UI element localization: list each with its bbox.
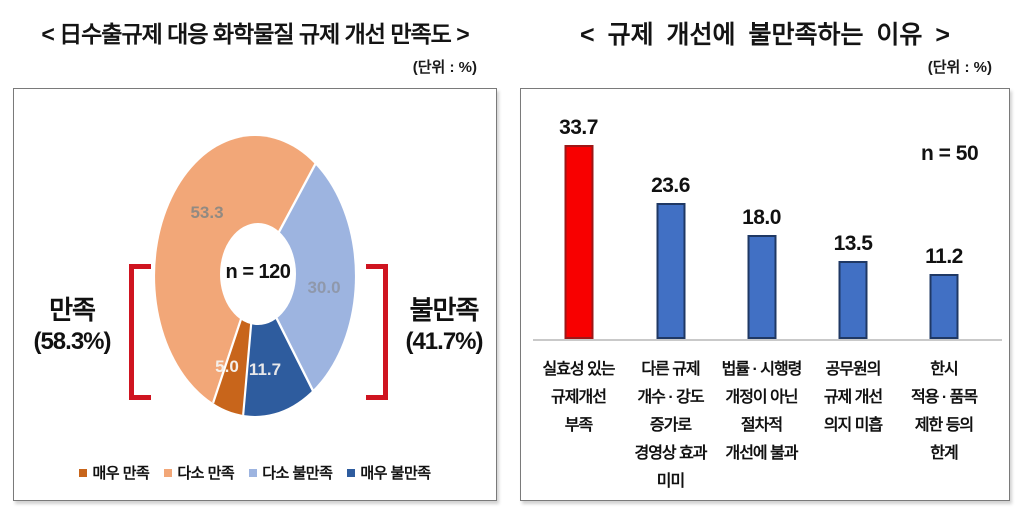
category-label-line: 제한 등의 (914, 417, 974, 434)
bar-value-label: 13.5 (833, 232, 873, 255)
legend-label: 매우 불만족 (360, 465, 431, 482)
slice-value-somewhat-satisfied: 53.3 (190, 203, 224, 222)
sample-size-label: n = 120 (225, 261, 291, 283)
bar (564, 145, 593, 339)
category-label-line: 경영상 효과 (634, 445, 707, 462)
legend-item: 매우 불만족 (347, 462, 431, 483)
bar-value-label: 23.6 (651, 174, 690, 197)
bar (747, 235, 776, 339)
donut-hole (220, 223, 296, 325)
legend-swatch-very-dissatisfied (347, 468, 356, 477)
category-label-line: 한계 (930, 445, 958, 462)
legend-swatch-somewhat-satisfied (164, 468, 173, 477)
bar-chart-title: < 규제 개선에 불만족하는 이유 > (580, 21, 950, 49)
dissatisfied-label: 불만족 (409, 295, 480, 325)
satisfied-label: 만족 (49, 295, 96, 325)
donut-legend: 매우 만족 다소 만족 다소 불만족 매우 불만족 (14, 462, 496, 483)
legend-item: 매우 만족 (79, 462, 150, 483)
category-label-line: 한시 (930, 361, 958, 378)
category-label-line: 다른 규제 (641, 361, 700, 378)
legend-swatch-somewhat-dissatisfied (249, 468, 258, 477)
sample-size-label: n = 50 (921, 142, 979, 165)
satisfied-group-label: 만족 (58.3%) (16, 295, 128, 357)
bar-value-label: 18.0 (742, 206, 781, 229)
category-label-line: 의지 미흡 (823, 417, 883, 434)
category-label-line: 개수 · 강도 (637, 389, 704, 406)
donut-chart-panel: n = 120 5.0 53.3 30.0 11.7 만족 (58.3%) 불만… (13, 88, 497, 501)
satisfied-bracket (129, 264, 151, 400)
category-label-line: 개선에 불과 (725, 445, 798, 462)
legend-label: 매우 만족 (92, 465, 150, 482)
legend-item: 다소 불만족 (249, 462, 333, 483)
category-label-line: 법률 · 시행령 (721, 361, 803, 378)
legend-label: 다소 만족 (177, 465, 235, 482)
category-label-line: 적용 · 품목 (910, 389, 978, 406)
category-label-line: 절차적 (740, 417, 783, 434)
bar (656, 203, 685, 339)
slice-value-somewhat-dissatisfied: 30.0 (307, 278, 341, 297)
category-label-line: 미미 (656, 473, 685, 490)
category-label-line: 실효성 있는 (542, 361, 615, 378)
category-label-line: 부족 (564, 417, 593, 434)
bar-value-label: 11.2 (925, 245, 963, 268)
bar (838, 261, 868, 339)
x-axis-line (533, 339, 1002, 341)
bar-unit-label: (단위 : %) (927, 59, 992, 76)
dissatisfied-percentage: (41.7%) (405, 328, 483, 355)
bar (929, 274, 959, 339)
dissatisfied-bracket (366, 264, 388, 400)
category-label-line: 공무원의 (825, 361, 882, 378)
satisfied-percentage: (58.3%) (33, 328, 111, 355)
category-label-line: 증가로 (649, 417, 692, 434)
dissatisfied-group-label: 불만족 (41.7%) (392, 295, 496, 357)
slice-value-very-dissatisfied: 11.7 (248, 360, 282, 379)
donut-chart-title: < 日수출규제 대응 화학물질 규제 개선 만족도 > (41, 21, 469, 47)
slice-value-very-satisfied: 5.0 (215, 357, 239, 376)
donut-unit-label: (단위 : %) (412, 59, 477, 76)
category-label-line: 규제 개선 (823, 389, 883, 406)
legend-item: 다소 만족 (164, 462, 235, 483)
category-label-line: 규제개선 (551, 389, 607, 406)
legend-label: 다소 불만족 (262, 465, 333, 482)
category-label-line: 개정이 아닌 (725, 389, 798, 406)
bar-value-label: 33.7 (559, 116, 598, 139)
legend-swatch-very-satisfied (79, 468, 88, 477)
